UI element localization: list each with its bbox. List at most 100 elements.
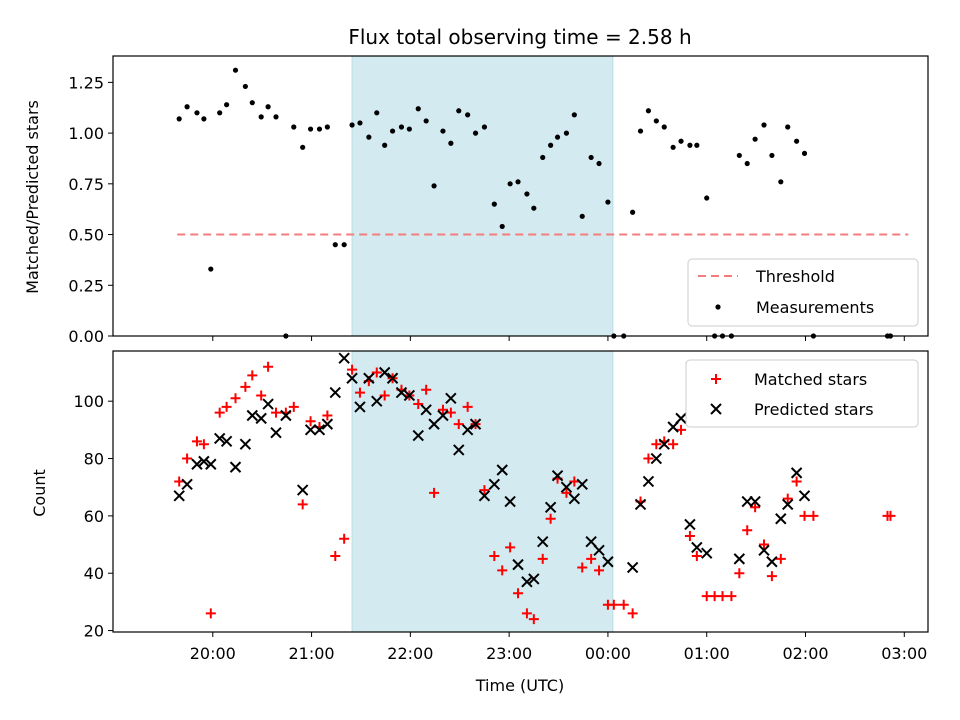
data-point	[221, 401, 232, 412]
data-point	[670, 144, 676, 150]
data-point	[263, 361, 274, 372]
data-point	[354, 387, 365, 398]
data-point	[769, 152, 775, 159]
data-point	[347, 364, 358, 375]
data-point	[313, 424, 326, 436]
shaded-interval	[351, 350, 614, 633]
data-point	[782, 498, 794, 511]
data-point	[332, 242, 338, 248]
data-point	[521, 576, 533, 588]
data-point	[750, 502, 761, 513]
data-point	[305, 416, 316, 427]
data-point	[634, 498, 647, 511]
data-point	[415, 106, 421, 112]
data-point	[545, 513, 556, 524]
y-tick-label: 0.50	[68, 226, 104, 245]
data-point	[554, 134, 561, 140]
chart-title: Flux total observing time = 2.58 h	[348, 25, 691, 49]
x-tick-label: 22:00	[387, 644, 433, 663]
data-point	[528, 614, 539, 625]
data-point	[650, 452, 663, 465]
data-point	[208, 266, 214, 272]
shaded-interval	[351, 55, 614, 337]
data-point	[386, 372, 399, 384]
data-point	[448, 140, 454, 146]
data-point	[288, 401, 299, 412]
data-point	[413, 399, 424, 410]
data-point	[630, 209, 636, 215]
data-point	[440, 128, 446, 134]
data-point	[586, 553, 597, 564]
data-point	[366, 134, 372, 140]
data-point	[445, 407, 456, 418]
data-point	[808, 510, 819, 521]
data-point	[548, 142, 554, 148]
data-point	[191, 436, 202, 447]
data-point	[437, 409, 449, 422]
data-point	[346, 372, 358, 384]
data-point	[453, 444, 465, 456]
data-point	[544, 501, 557, 513]
data-point	[568, 492, 581, 505]
data-point	[271, 407, 281, 418]
data-point	[742, 525, 753, 536]
data-point	[643, 453, 654, 464]
data-point	[395, 386, 408, 399]
data-point	[445, 392, 457, 405]
data-point	[273, 114, 279, 120]
data-point	[398, 124, 405, 130]
y-tick-label: 60	[84, 507, 104, 526]
data-point	[403, 389, 416, 402]
data-point	[205, 608, 216, 619]
data-point	[481, 124, 488, 130]
y-tick-label: 20	[84, 622, 104, 641]
data-point	[749, 495, 761, 508]
data-point	[661, 124, 667, 130]
data-point	[668, 439, 679, 450]
legend-bottom: Matched stars Predicted stars	[685, 359, 919, 428]
data-point	[759, 539, 770, 550]
data-point	[181, 478, 193, 491]
data-point	[645, 108, 652, 114]
data-point	[488, 478, 501, 491]
legend-matched-label: Matched stars	[754, 370, 867, 389]
data-point	[577, 562, 588, 573]
x-tick-label: 03:00	[881, 644, 927, 663]
data-point	[678, 138, 684, 144]
legend-measurements-swatch	[715, 304, 721, 310]
data-point	[363, 372, 375, 384]
data-point	[626, 561, 639, 574]
x-tick-label: 23:00	[486, 644, 532, 663]
data-point	[684, 518, 696, 531]
data-point	[653, 118, 659, 124]
data-point	[322, 410, 333, 421]
y-tick-label: 100	[73, 392, 104, 411]
data-point	[182, 453, 193, 464]
data-point	[744, 160, 750, 167]
data-point	[217, 110, 223, 116]
data-point	[513, 588, 524, 599]
data-point	[537, 535, 549, 548]
data-point	[704, 195, 710, 201]
data-point	[374, 110, 380, 116]
data-point	[240, 381, 251, 392]
data-point	[496, 464, 508, 476]
top-axes-frame	[112, 55, 929, 337]
data-point	[515, 179, 521, 185]
legend-box	[687, 258, 919, 327]
data-point	[676, 424, 687, 435]
data-point	[232, 67, 239, 73]
data-point	[371, 395, 383, 407]
data-point	[512, 558, 524, 571]
data-point	[431, 183, 437, 189]
data-point	[675, 412, 687, 425]
data-point	[304, 424, 317, 436]
data-point	[229, 461, 242, 473]
data-point	[291, 124, 297, 130]
data-point	[785, 124, 791, 130]
data-point	[790, 467, 803, 479]
data-point	[297, 499, 308, 510]
data-point	[479, 485, 490, 496]
data-point	[794, 138, 800, 144]
